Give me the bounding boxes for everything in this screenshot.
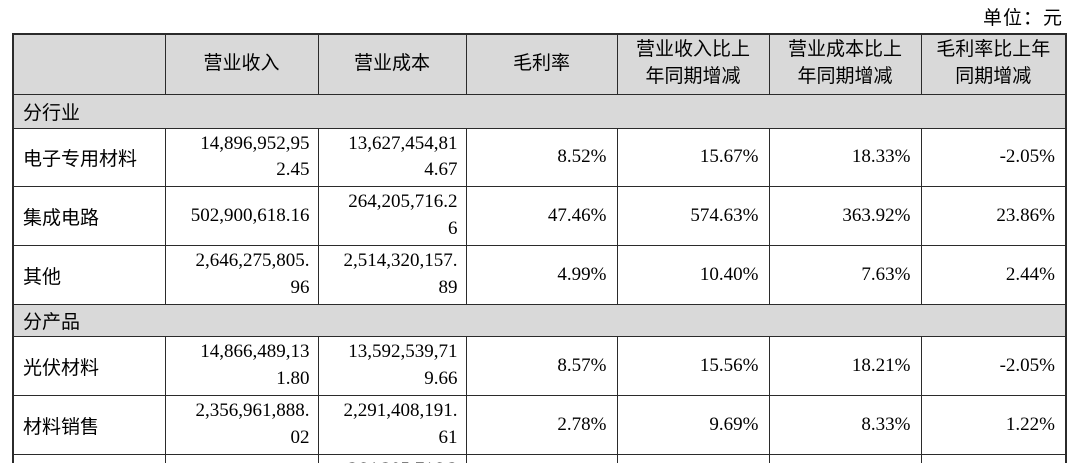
table-row: 电子专用材料 14,896,952,952.45 13,627,454,814.… [12,127,1067,188]
gross-margin-cell: 8.52% [465,127,618,188]
section-row-product: 分产品 [12,304,1067,338]
revenue-yoy-cell: 9.69% [616,395,770,456]
cost-yoy-cell: 8.33% [768,395,922,456]
header-row: 营业收入 营业成本 毛利率 营业收入比上 年同期增减 营业成本比上 年同期增减 … [12,33,1067,95]
col-header-gross-margin: 毛利率 [465,33,618,95]
revenue-cell: 2,356,961,888.02 [164,395,319,456]
margin-yoy-cell: 1.22% [920,395,1067,456]
row-label: 材料销售 [12,395,166,456]
table-row: 材料销售 2,356,961,888.02 2,291,408,191.61 2… [12,395,1067,456]
col-header-revenue: 营业收入 [164,33,319,95]
col-header-cost: 营业成本 [317,33,467,95]
margin-yoy-cell: -2.05% [920,336,1067,397]
cost-cell: 2,514,320,157.89 [317,245,467,306]
row-label: 光伏材料 [12,336,166,397]
row-label: 其他 [12,245,166,306]
cost-cell: 2,291,408,191.61 [317,395,467,456]
table-row: 其他 2,646,275,805.96 2,514,320,157.89 4.9… [12,245,1067,306]
cost-cell: 264,205,716.26 [317,186,467,247]
cost-yoy-cell: 7.63% [768,245,922,306]
row-label: 电子专用材料 [12,127,166,188]
revenue-cell: 502,900,618.16 [164,454,319,463]
cost-cell: 13,627,454,814.67 [317,127,467,188]
revenue-yoy-cell: 574.63% [616,186,770,247]
revenue-cell: 2,646,275,805.96 [164,245,319,306]
cost-yoy-cell: 18.33% [768,127,922,188]
row-label: 存储芯片 [12,454,166,463]
col-header-revenue-yoy: 营业收入比上 年同期增减 [616,33,770,95]
gross-margin-cell: 47.46% [465,454,618,463]
col-header-blank [12,33,166,95]
margin-yoy-cell: 2.44% [920,245,1067,306]
gross-margin-cell: 8.57% [465,336,618,397]
cost-yoy-cell: 363.92% [768,454,922,463]
revenue-yoy-cell: 10.40% [616,245,770,306]
gross-margin-cell: 2.78% [465,395,618,456]
cost-cell: 264,205,716.26 [317,454,467,463]
section-row-industry: 分行业 [12,93,1067,129]
cost-cell: 13,592,539,719.66 [317,336,467,397]
revenue-cell: 502,900,618.16 [164,186,319,247]
margin-yoy-cell: 23.86% [920,454,1067,463]
section-header-product: 分产品 [12,304,1067,338]
revenue-yoy-cell: 15.56% [616,336,770,397]
revenue-cell: 14,896,952,952.45 [164,127,319,188]
section-header-industry: 分行业 [12,93,1067,129]
table-row: 存储芯片 502,900,618.16 264,205,716.26 47.46… [12,454,1067,463]
cost-yoy-cell: 363.92% [768,186,922,247]
revenue-yoy-cell: 574.63% [616,454,770,463]
row-label: 集成电路 [12,186,166,247]
col-header-margin-yoy: 毛利率比上年 同期增减 [920,33,1067,95]
gross-margin-cell: 4.99% [465,245,618,306]
revenue-cell: 14,866,489,131.80 [164,336,319,397]
unit-label: 单位：元 [982,8,1063,29]
cost-yoy-cell: 18.21% [768,336,922,397]
table-row: 集成电路 502,900,618.16 264,205,716.26 47.46… [12,186,1067,247]
margin-yoy-cell: 23.86% [920,186,1067,247]
revenue-yoy-cell: 15.67% [616,127,770,188]
col-header-cost-yoy: 营业成本比上 年同期增减 [768,33,922,95]
margin-yoy-cell: -2.05% [920,127,1067,188]
table-row: 光伏材料 14,866,489,131.80 13,592,539,719.66… [12,336,1067,397]
segment-financials-table: 营业收入 营业成本 毛利率 营业收入比上 年同期增减 营业成本比上 年同期增减 … [12,33,1067,463]
gross-margin-cell: 47.46% [465,186,618,247]
